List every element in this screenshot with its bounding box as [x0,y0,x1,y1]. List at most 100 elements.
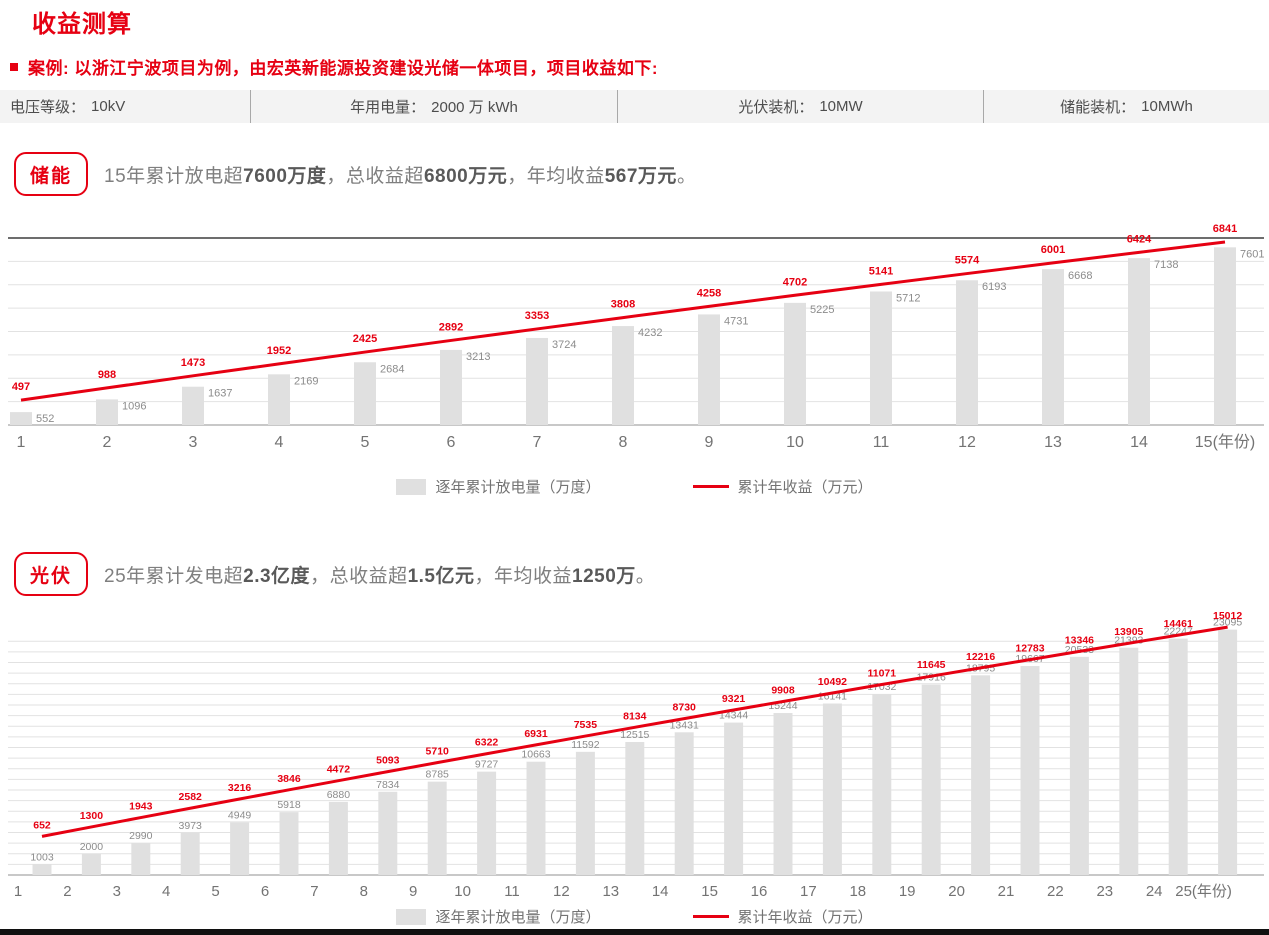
info-storage-capacity: 储能装机： 10MWh [983,90,1269,123]
bar-value-label: 6193 [982,281,1006,293]
bullet-square-icon [10,62,18,71]
bar-value-label: 8785 [426,769,450,781]
revenue-line [20,240,1226,402]
x-tick-label: 3 [189,434,198,451]
x-tick-label: 11 [504,883,520,900]
x-tick-label: 21 [998,883,1015,900]
x-tick-label: 12 [553,883,570,900]
subtitle-segment: 2.3亿度 [243,565,311,587]
x-tick-label: 2 [103,434,112,451]
line-value-label: 2425 [353,333,377,345]
info-label: 光伏装机： [738,99,814,116]
bar-legend-label: 逐年累计放电量（万度） [435,909,601,926]
section-header-storage: 储能 15年累计放电超7600万度，总收益超6800万元，年均收益567万元。 [14,152,696,196]
page-title: 收益测算 [32,11,132,38]
line-value-label: 15012 [1213,610,1242,622]
bar [279,812,299,875]
bar [575,751,595,875]
bar-legend-label: 逐年累计放电量（万度） [435,479,601,496]
bar-value-label: 7138 [1154,259,1178,271]
legend-item-line: 累计年收益（万元） [692,906,873,927]
info-label: 年用电量： [350,99,426,116]
bar [182,386,204,425]
bar-value-label: 2990 [129,830,153,842]
line-value-label: 6322 [475,737,499,749]
bar-value-label: 13431 [670,719,699,731]
subtitle-segment: 1.5亿元 [407,565,475,587]
subtitle-segment: 7600万度 [243,165,327,187]
bar-value-label: 3973 [179,820,203,832]
bar-value-label: 5225 [810,304,834,316]
case-note: 案例: 以浙江宁波项目为例，由宏英新能源投资建设光储一体项目，项目收益如下: [28,59,659,78]
bar-value-label: 6880 [327,789,351,801]
x-tick-label: 11 [873,434,890,451]
x-tick-label: 24 [1146,883,1163,900]
bar-value-label: 4232 [638,327,662,339]
x-tick-label: 9 [409,883,417,900]
bar [1020,666,1040,875]
x-tick-label: 13 [602,883,619,900]
bar [427,781,447,875]
line-legend-swatch-icon [692,485,729,488]
line-value-label: 6841 [1213,223,1237,235]
line-value-label: 2892 [439,321,463,333]
bar [268,374,290,425]
line-value-label: 12783 [1015,643,1044,655]
subtitle-segment: ，总收益超 [326,165,424,187]
line-value-label: 9321 [722,693,746,705]
line-legend-label: 累计年收益（万元） [737,909,873,926]
info-label: 电压等级： [10,99,86,116]
line-value-label: 9908 [771,684,795,696]
line-value-label: 6001 [1041,244,1065,256]
bar [1168,638,1188,875]
bar [724,722,744,875]
storage-chart-legend: 逐年累计放电量（万度） 累计年收益（万元） [0,476,1269,497]
line-value-label: 11645 [917,659,946,671]
x-tick-label: 9 [705,434,714,451]
x-tick-label: 16 [751,883,768,900]
bar [698,314,720,425]
bar-value-label: 1096 [122,400,146,412]
x-tick-label: 2 [63,883,71,900]
x-tick-label: 22 [1047,883,1064,900]
bar-legend-swatch-icon [396,908,427,925]
x-tick-label: 6 [447,434,456,451]
bar-value-label: 7834 [376,779,400,791]
bar [971,675,991,875]
x-tick-label: 20 [948,883,965,900]
bar [872,694,892,875]
x-tick-label: 8 [619,434,628,451]
line-value-label: 11071 [867,668,896,680]
bar-value-label: 5712 [896,292,920,304]
line-value-label: 8730 [673,702,697,714]
legend-item-line: 累计年收益（万元） [692,476,873,497]
line-value-label: 652 [33,819,51,831]
bar-value-label: 4731 [724,315,748,327]
line-value-label: 2582 [179,791,203,803]
subtitle-segment: ，年均收益 [474,565,573,587]
bar [870,291,892,425]
project-info-bar: 电压等级： 10kV 年用电量： 2000 万 kWh 光伏装机： 10MW 储能装机… [0,90,1269,123]
info-value: 2000 万 kWh [431,99,518,116]
bar [1069,656,1089,875]
line-value-label: 5574 [955,255,980,267]
bar [328,801,348,875]
info-value: 10MW [819,98,863,115]
bar-legend-swatch-icon [396,478,427,495]
info-pv-capacity: 光伏装机： 10MW [617,90,983,123]
bar-value-label: 23095 [1213,617,1242,629]
x-tick-label: 15 [701,883,718,900]
x-tick-label: 7 [310,883,318,900]
line-value-label: 3216 [228,782,252,794]
x-tick-label: 17 [800,883,817,900]
bar [1119,647,1139,875]
bar [784,302,806,425]
bar [96,399,118,425]
bar [477,771,497,875]
bar-value-label: 552 [36,413,54,425]
storage-subtitle: 15年累计放电超7600万度，总收益超6800万元，年均收益567万元。 [104,161,696,188]
line-value-label: 988 [98,369,116,381]
line-value-label: 7535 [574,719,598,731]
bar-value-label: 7601 [1240,248,1264,260]
bar [921,684,941,875]
